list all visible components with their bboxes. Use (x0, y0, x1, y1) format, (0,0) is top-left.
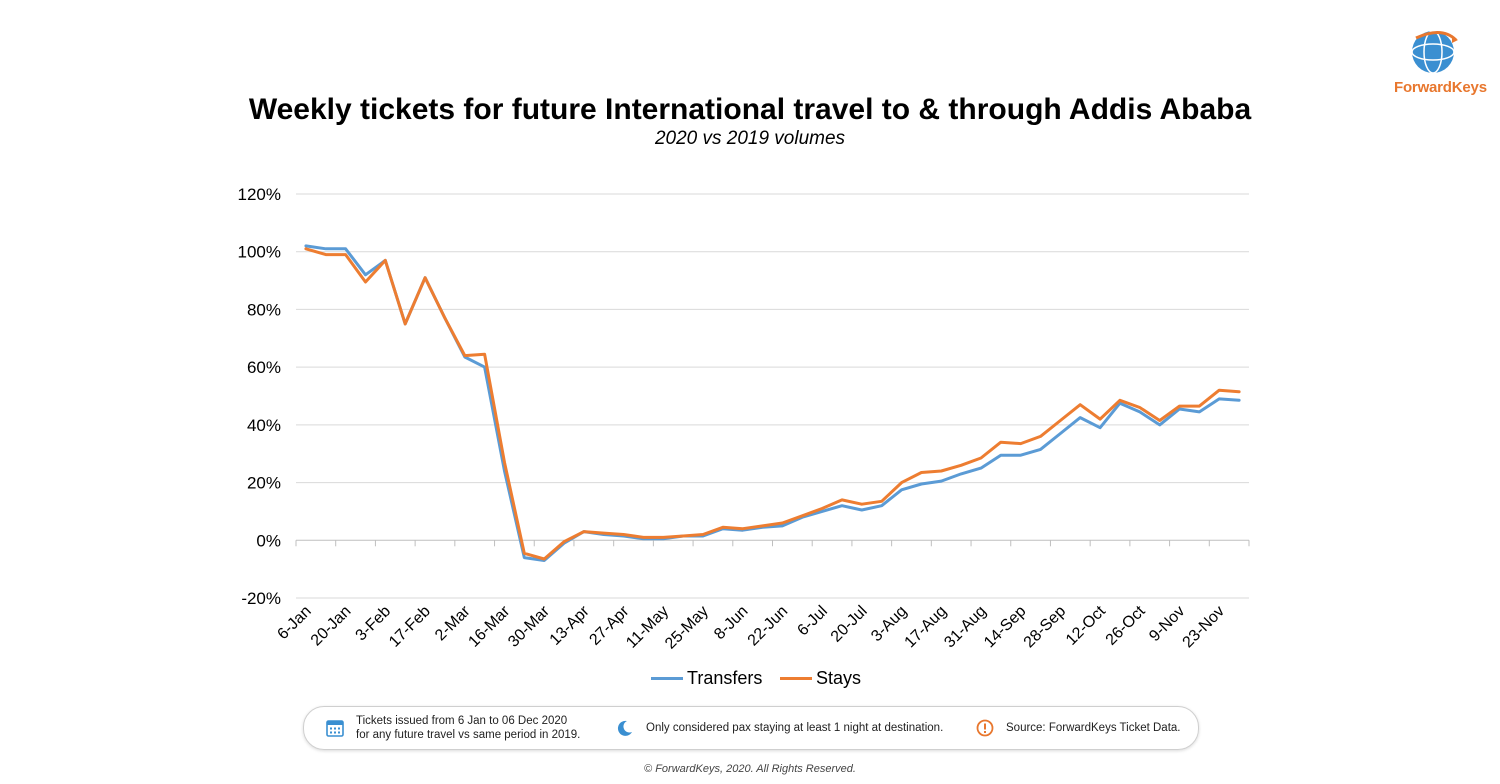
y-tick-label: 20% (247, 474, 281, 493)
notes-box: Tickets issued from 6 Jan to 06 Dec 2020… (303, 706, 1199, 750)
x-tick-label: 26-Oct (1103, 602, 1149, 648)
series-line-transfers (304, 244, 1241, 562)
x-tick-label: 31-Aug (941, 603, 990, 652)
x-tick-label: 20-Jan (308, 603, 355, 650)
note-source-text: Source: ForwardKeys Ticket Data. (1006, 722, 1181, 734)
y-tick-label: 40% (247, 416, 281, 435)
x-tick-label: 6-Jul (794, 603, 831, 640)
x-tick-label: 28-Sep (1021, 603, 1070, 652)
legend-label-transfers: Transfers (687, 668, 763, 688)
y-tick-label: 80% (247, 300, 281, 319)
note-source: Source: ForwardKeys Ticket Data. (974, 707, 1180, 749)
note-stays-text: Only considered pax staying at least 1 n… (646, 722, 944, 734)
y-tick-label: 100% (238, 243, 281, 262)
x-tick-label: 17-Feb (386, 603, 434, 651)
y-tick-label: 60% (247, 358, 281, 377)
legend-item-stays: Stays (780, 668, 861, 689)
line-chart: -20%0%20%40%60%80%100%120%6-Jan20-Jan3-F… (238, 185, 1250, 653)
globe-icon (1411, 30, 1458, 74)
copyright: © ForwardKeys, 2020. All Rights Reserved… (644, 763, 856, 775)
x-tick-label: 20-Jul (828, 603, 871, 646)
exclamation-icon (974, 717, 996, 739)
x-tick-label: 30-Mar (505, 602, 553, 650)
series-line-stays (304, 247, 1241, 561)
forwardkeys-logo: ForwardKeys (1394, 28, 1487, 100)
note-dates-line1: Tickets issued from 6 Jan to 06 Dec 2020 (356, 715, 568, 727)
x-tick-label: 12-Oct (1063, 602, 1109, 648)
x-tick-label: 14-Sep (981, 603, 1030, 652)
y-tick-label: 120% (238, 185, 281, 204)
note-dates: Tickets issued from 6 Jan to 06 Dec 2020… (324, 707, 580, 749)
chart-subtitle: 2020 vs 2019 volumes (654, 128, 846, 149)
legend-item-transfers: Transfers (651, 668, 762, 689)
x-tick-label: 13-Apr (547, 602, 593, 648)
x-tick-label: 25-May (662, 603, 712, 653)
chart-legend: Transfers Stays (0, 668, 1500, 690)
brand-name: ForwardKeys (1394, 79, 1487, 96)
y-tick-label: -20% (241, 589, 281, 608)
calendar-icon (324, 717, 346, 739)
x-tick-label: 16-Mar (465, 602, 513, 650)
x-tick-label: 17-Aug (902, 603, 951, 652)
y-tick-label: 0% (256, 531, 281, 550)
note-dates-line2: for any future travel vs same period in … (356, 729, 581, 741)
note-stays: Only considered pax staying at least 1 n… (614, 707, 943, 749)
moon-icon (614, 717, 636, 739)
legend-swatch-transfers (651, 677, 683, 680)
legend-label-stays: Stays (816, 668, 862, 688)
x-tick-label: 23-Nov (1180, 603, 1228, 651)
legend-swatch-stays (780, 677, 812, 680)
x-tick-label: 22-Jun (745, 603, 792, 650)
chart-title: Weekly tickets for future International … (248, 93, 1252, 126)
